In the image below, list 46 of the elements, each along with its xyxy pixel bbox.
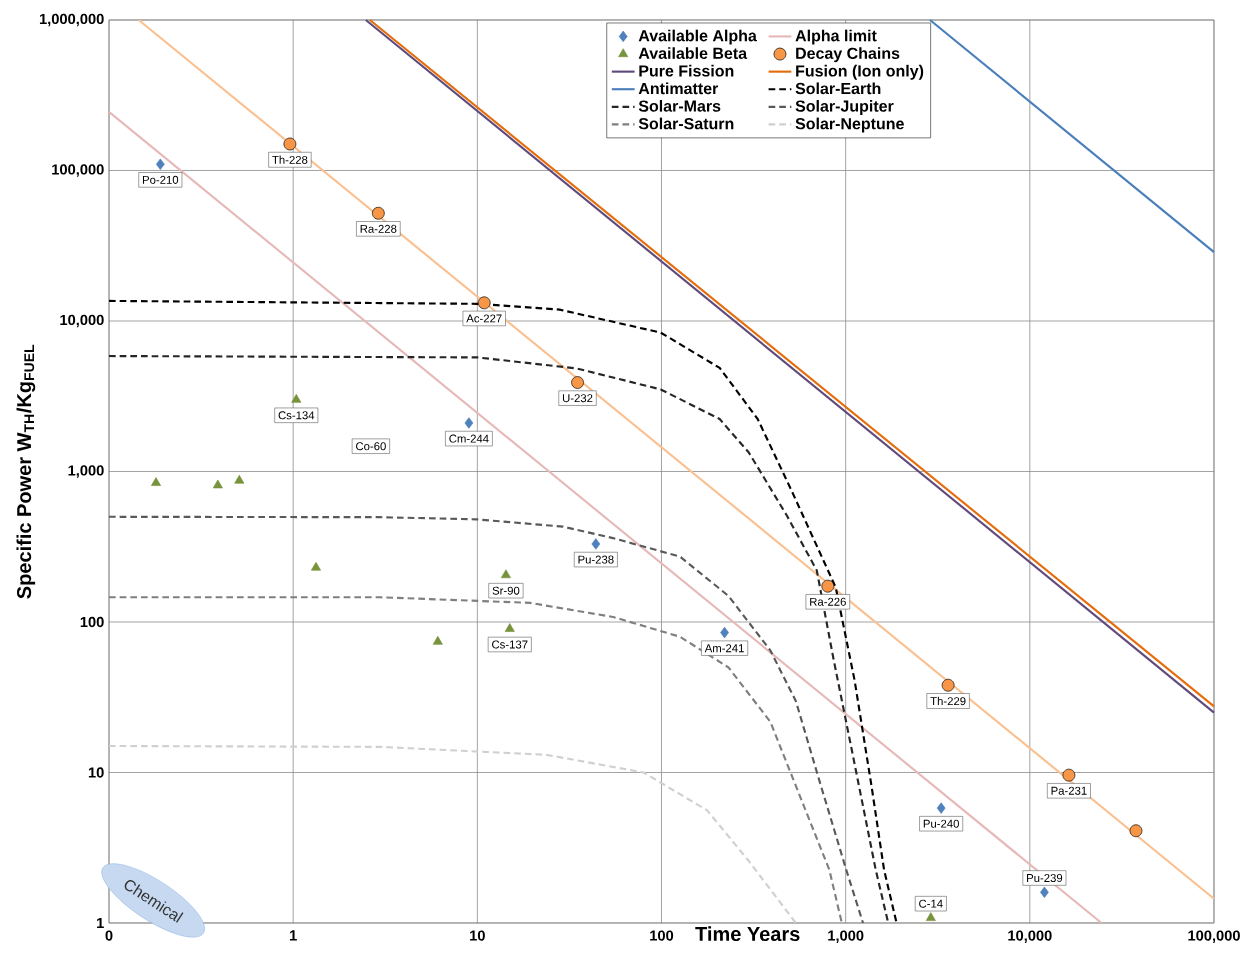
y-tick-label: 10	[88, 767, 104, 778]
legend-label: Available Beta	[638, 47, 748, 59]
annotation: U-232	[562, 394, 593, 403]
legend-label: Pure Fission	[639, 64, 734, 77]
x-tick-label: 1	[290, 930, 297, 941]
annotation: Ac-227	[466, 314, 502, 323]
annotation: Cs-134	[278, 411, 315, 420]
x-tick-label: 100	[650, 930, 674, 941]
legend-label: Solar-Jupiter	[795, 100, 894, 115]
y-tick-label: 1	[97, 917, 104, 929]
x-tick-label: 10	[470, 930, 485, 941]
annotation: Cm-244	[449, 434, 489, 443]
legend-label: Solar-Neptune	[795, 117, 904, 133]
y-tick-label: 1,000,000	[39, 13, 104, 27]
annotation: Pu-240	[923, 819, 959, 828]
y-tick-label: 100,000	[52, 164, 104, 177]
y-tick-label: 100	[80, 616, 104, 628]
legend-label: Antimatter	[638, 82, 719, 95]
annotation: Cs-137	[492, 640, 528, 649]
x-tick-label: 1,000	[828, 930, 864, 943]
y-axis-title: Specific Power W$_{TH}$/Kg$_{FUEL}$	[16, 344, 36, 599]
annotation: Th-228	[272, 155, 308, 164]
legend-label: Alpha limit	[795, 29, 877, 45]
legend-label: Decay Chains	[796, 47, 900, 63]
annotation: Pa-231	[1051, 786, 1087, 795]
y-tick-label: 10,000	[60, 314, 104, 328]
x-tick-label: 100,000	[1188, 930, 1240, 943]
annotation: Pu-238	[578, 555, 614, 564]
annotation: C-14	[919, 899, 943, 908]
annotation: Ra-226	[810, 597, 846, 606]
annotation: Co-60	[356, 442, 386, 451]
y-tick-label: 1,000	[68, 465, 104, 478]
annotation: Po-210	[142, 175, 179, 184]
x-tick-label: 10,000	[1008, 930, 1052, 943]
annotation: Pu-239	[1027, 873, 1063, 882]
legend-label: Solar-Earth	[795, 82, 881, 95]
annotation: Am-241	[704, 644, 744, 653]
legend-label: Available Alpha	[638, 29, 757, 45]
x-axis-title: Time Years	[695, 926, 800, 942]
legend-label: Solar-Mars	[638, 100, 721, 112]
annotation: Ra-228	[360, 224, 397, 233]
legend-label: Fusion (Ion only)	[796, 64, 924, 80]
annotation: Sr-90	[492, 586, 520, 595]
annotation: Th-229	[930, 696, 966, 706]
legend-label: Solar-Saturn	[638, 117, 734, 130]
x-tick-label: 0	[105, 930, 113, 941]
